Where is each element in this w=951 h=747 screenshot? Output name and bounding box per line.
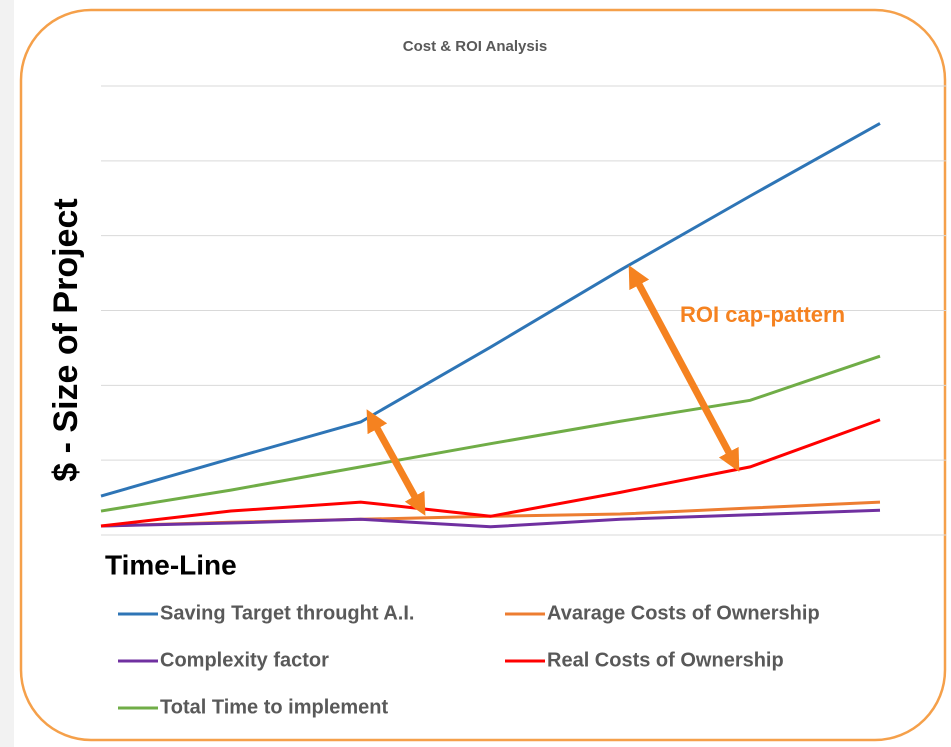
legend-label: Complexity factor bbox=[160, 649, 329, 671]
series-line bbox=[100, 418, 881, 528]
x-axis-label: Time-Line bbox=[105, 549, 237, 580]
legend-label: Total Time to implement bbox=[160, 696, 389, 718]
series-line bbox=[100, 122, 881, 498]
plot bbox=[100, 122, 881, 529]
series-line bbox=[100, 508, 881, 529]
annotation: ROI cap-pattern bbox=[680, 302, 845, 327]
left-edge bbox=[0, 0, 14, 747]
legend-label: Avarage Costs of Ownership bbox=[547, 602, 820, 624]
frame bbox=[19, 8, 947, 742]
legend-label: Real Costs of Ownership bbox=[547, 649, 784, 671]
grid bbox=[101, 85, 946, 536]
series-line bbox=[100, 354, 881, 513]
arrow bbox=[366, 409, 426, 516]
y-axis-label: $ - Size of Project bbox=[47, 198, 85, 481]
legend: Saving Target throught A.I. Avarage Costs… bbox=[118, 602, 820, 718]
arrow bbox=[628, 265, 740, 472]
chart-title: Cost & ROI Analysis bbox=[403, 38, 547, 55]
legend-label: Saving Target throught A.I. bbox=[160, 602, 414, 624]
